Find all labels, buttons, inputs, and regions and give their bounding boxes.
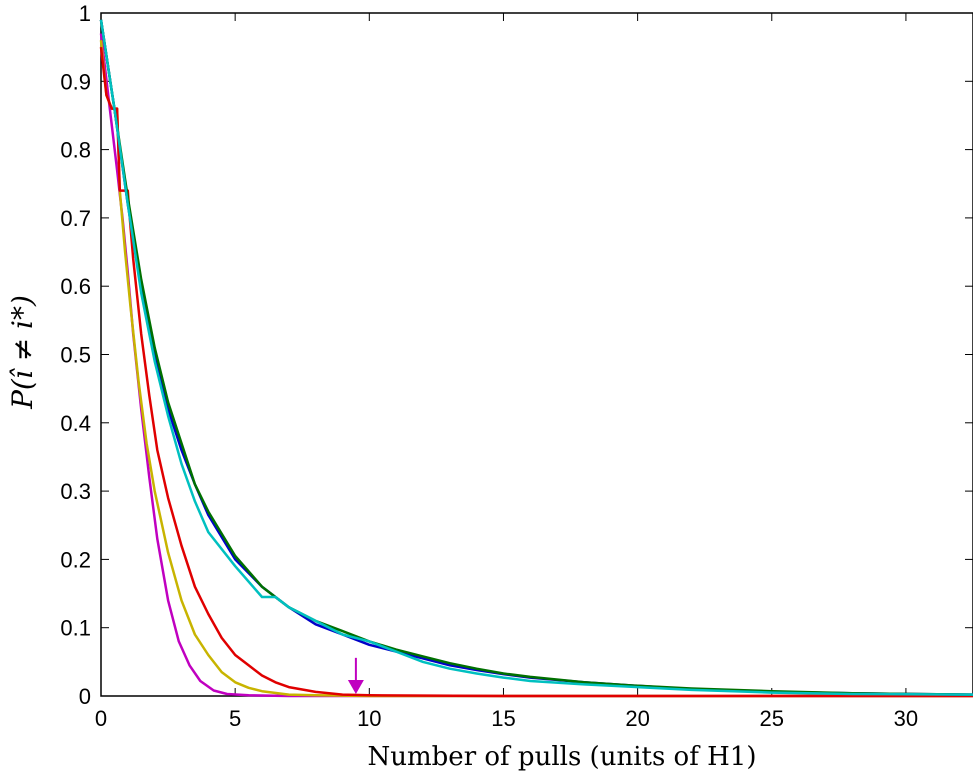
- series-group: [99, 19, 973, 698]
- x-tick-label: 30: [894, 706, 918, 731]
- arrow-head: [347, 680, 364, 694]
- y-tick-label: 0.1: [60, 616, 91, 641]
- y-tick-label: 0.3: [60, 479, 91, 504]
- y-tick-label: 0.6: [60, 274, 91, 299]
- x-tick-label: 5: [229, 706, 241, 731]
- y-axis-label: P(î ≠ i*): [6, 295, 39, 410]
- y-tick-label: 1: [79, 1, 91, 26]
- y-tick-label: 0: [79, 684, 91, 709]
- y-tick-label: 0.2: [60, 547, 91, 572]
- axis-ticks: 0 5 10 15 20 25 30 0 0.1 0.2 0.3 0.4 0.5 0.6 0.7 0.8 0.9…: [60, 1, 973, 731]
- annotations: [347, 657, 364, 694]
- y-tick-label: 0.7: [60, 206, 91, 231]
- x-tick-label: 0: [95, 706, 107, 731]
- y-tick-label: 0.9: [60, 69, 91, 94]
- y-tick-label: 0.5: [60, 343, 91, 368]
- y-tick-label: 0.4: [60, 411, 91, 436]
- x-tick-label: 25: [760, 706, 784, 731]
- series-line-5: [99, 19, 973, 696]
- x-tick-label: 10: [357, 706, 381, 731]
- x-tick-label: 15: [491, 706, 515, 731]
- x-axis-label: Number of pulls (units of H1): [368, 742, 757, 772]
- y-tick-label: 0.8: [60, 138, 91, 163]
- plot-area: [100, 12, 973, 697]
- series-line-3: [99, 46, 973, 698]
- x-tick-label: 20: [625, 706, 649, 731]
- series-line-6: [99, 19, 973, 696]
